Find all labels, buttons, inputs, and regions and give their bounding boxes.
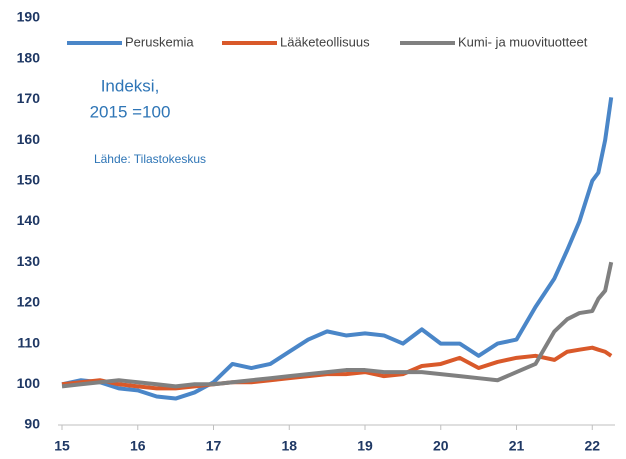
series-line	[61, 261, 614, 389]
annotation: 2015 =100	[90, 102, 171, 121]
y-tick-label: 90	[24, 416, 40, 432]
x-tick-label: 18	[281, 438, 297, 454]
y-tick-label: 180	[17, 49, 41, 65]
series-line	[61, 97, 614, 401]
legend-label: Peruskemia	[125, 34, 194, 49]
y-tick-label: 120	[17, 294, 41, 310]
y-tick-label: 100	[17, 375, 41, 391]
y-tick-label: 150	[17, 172, 41, 188]
x-tick-label: 17	[206, 438, 222, 454]
y-tick-label: 160	[17, 131, 41, 147]
annotation: Lähde: Tilastokeskus	[94, 152, 206, 166]
y-tick-label: 140	[17, 212, 41, 228]
series-line	[61, 345, 613, 391]
x-tick-label: 16	[130, 438, 146, 454]
x-tick-label: 20	[433, 438, 449, 454]
y-tick-label: 190	[17, 9, 41, 25]
y-tick-label: 110	[17, 334, 40, 350]
annotation: Indeksi,	[101, 76, 160, 95]
x-tick-label: 21	[509, 438, 525, 454]
legend-label: Kumi- ja muovituotteet	[458, 34, 588, 49]
x-tick-label: 19	[357, 438, 373, 454]
legend-label: Lääketeollisuus	[280, 34, 370, 49]
y-tick-label: 130	[17, 253, 41, 269]
y-tick-label: 170	[17, 90, 41, 106]
x-tick-label: 22	[584, 438, 600, 454]
x-tick-label: 15	[54, 438, 70, 454]
